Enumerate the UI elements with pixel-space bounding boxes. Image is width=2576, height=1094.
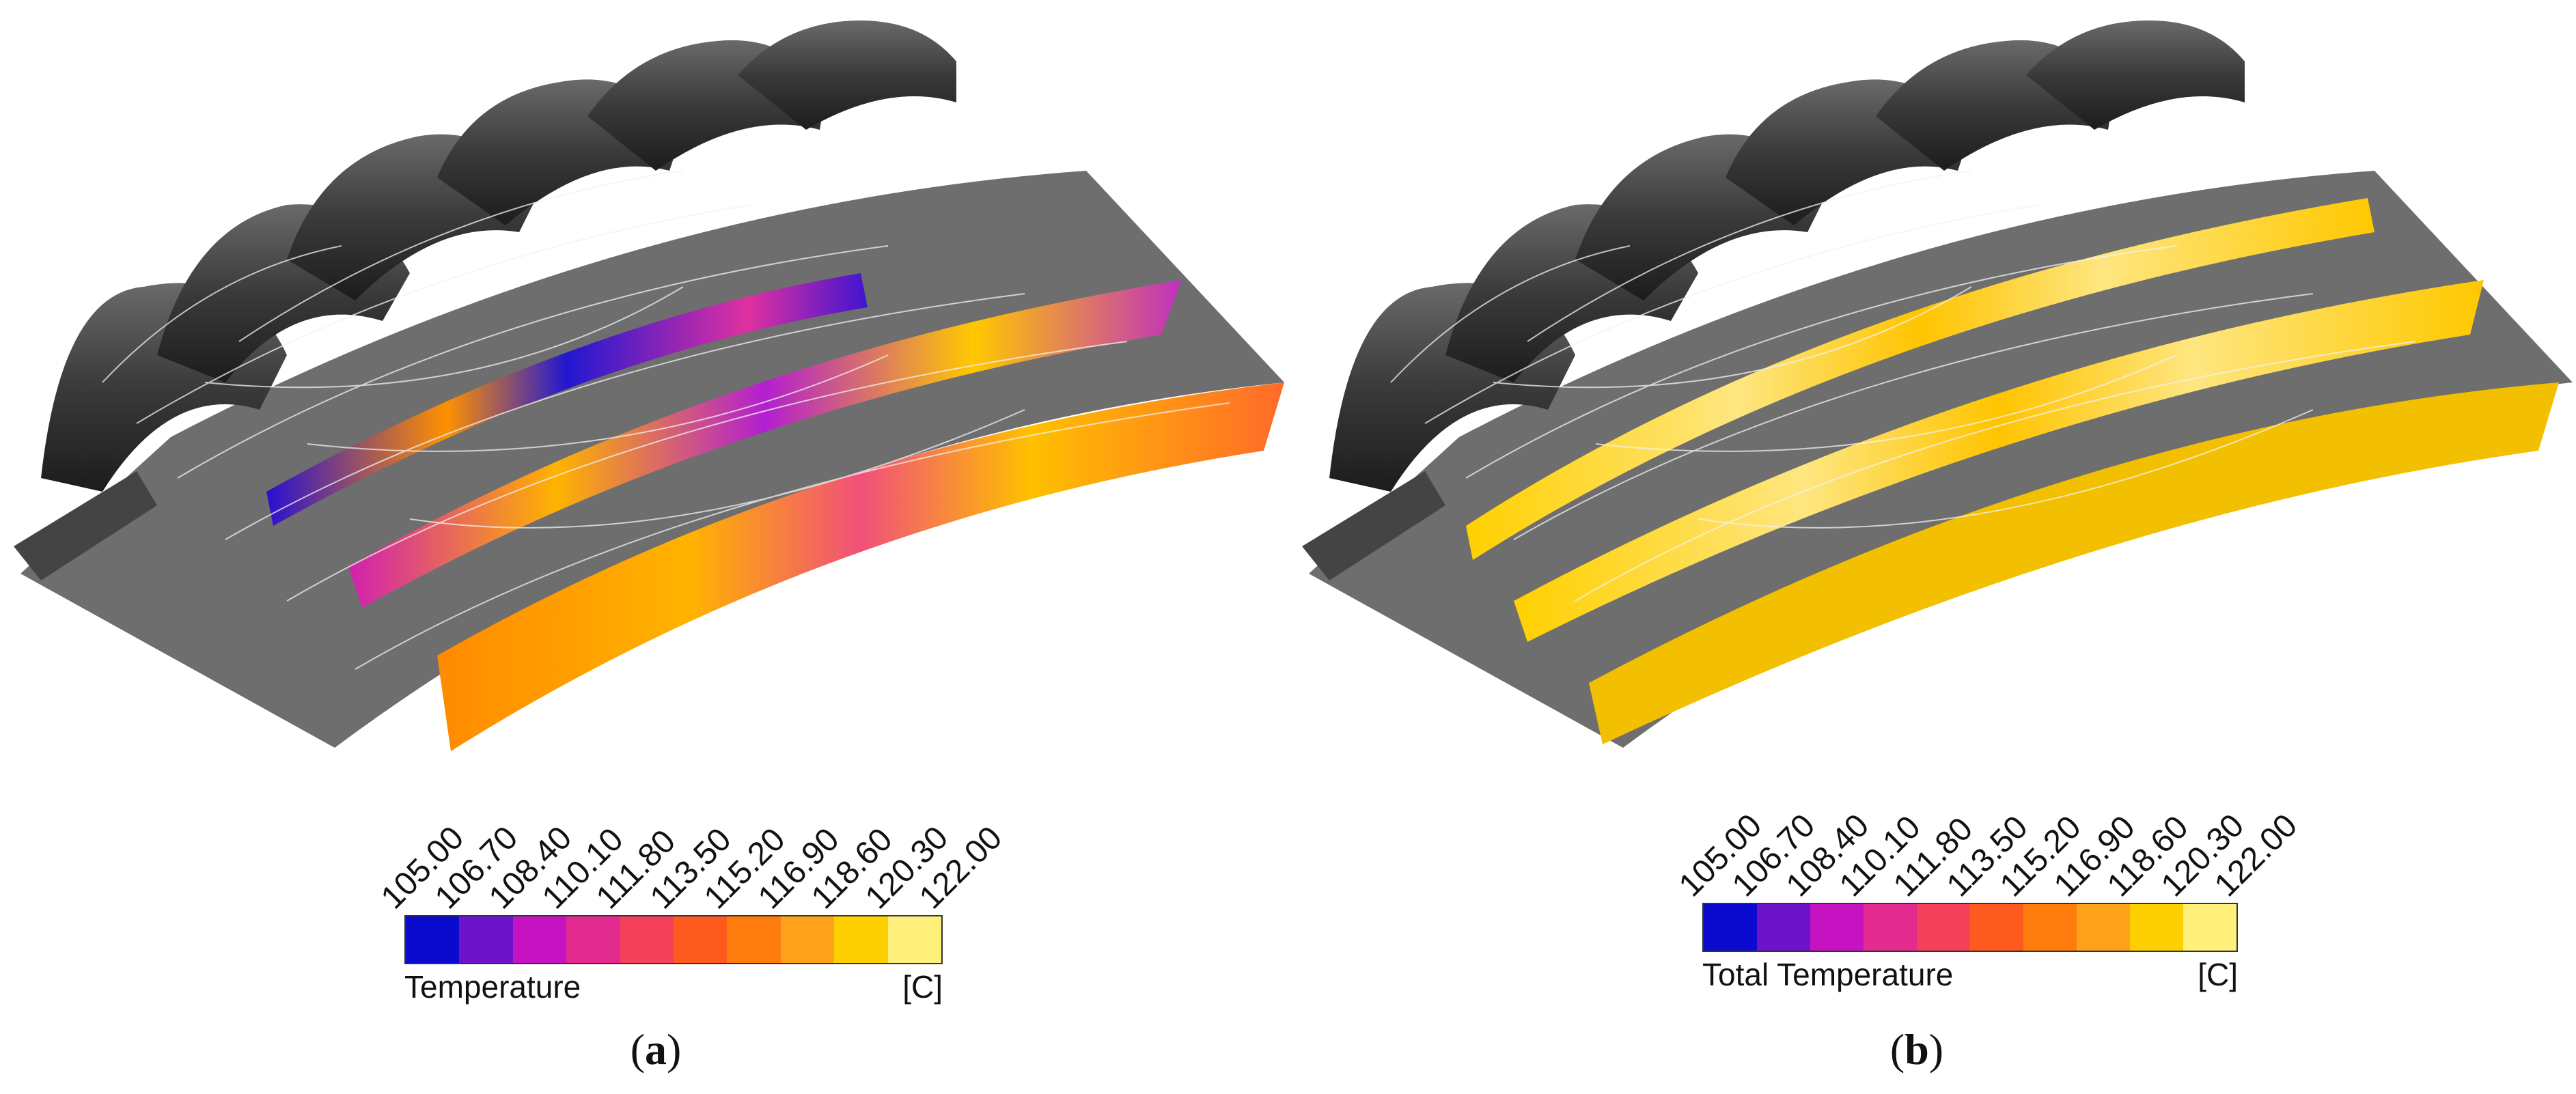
colorbar-swatch [512,916,567,963]
colorbar-swatch [780,916,835,963]
colorbar-swatch [887,916,942,963]
panel-a: 105.00 106.70 108.40 110.10 111.80 113.5… [14,20,1284,1074]
colorbar-b [1702,903,2238,952]
legend-title: Total Temperature [1702,957,1954,992]
colorbar-a [404,915,943,964]
legend-unit: [C] [902,969,943,1005]
colorbar-swatch [674,916,728,963]
colorbar-swatch [459,916,513,963]
colorbar-swatch [1704,904,1757,951]
colorbar-swatch [406,916,460,963]
panel-caption-b: (b) [1889,1025,1944,1074]
colorbar-swatch [620,916,674,963]
colorbar-swatch [2077,904,2130,951]
colorbar-swatch [1970,904,2023,951]
panel-b: 105.00 106.70 108.40 110.10 111.80 113.5… [1288,0,2576,1094]
colorbar-ticks-a: 105.00 106.70 108.40 110.10 111.80 113.5… [374,806,1009,916]
colorbar-swatch [1917,904,1970,951]
legend-unit: [C] [2198,957,2238,992]
colorbar-swatch [1757,904,1810,951]
panel-caption-label: b [1905,1025,1929,1074]
colorbar-ticks-b: 105.00 106.70 108.40 110.10 111.80 113.5… [1672,794,2304,903]
colorbar-swatch [2183,904,2236,951]
colorbar-swatch [2130,904,2183,951]
panel-caption-label: a [645,1025,667,1074]
colorbar-swatch [566,916,620,963]
colorbar-legend-b: 105.00 106.70 108.40 110.10 111.80 113.5… [1672,794,2304,998]
colorbar-swatch [1864,904,1917,951]
cfd-render-total-temperature [1302,20,2573,748]
panel-caption-a: (a) [630,1025,682,1074]
colorbar-swatch [834,916,888,963]
colorbar-swatch [2023,904,2077,951]
legend-title: Temperature [404,969,581,1005]
colorbar-swatch [727,916,781,963]
cfd-render-temperature [14,20,1284,751]
colorbar-swatch [1810,904,1864,951]
colorbar-legend-a: 105.00 106.70 108.40 110.10 111.80 113.5… [374,806,1009,1011]
